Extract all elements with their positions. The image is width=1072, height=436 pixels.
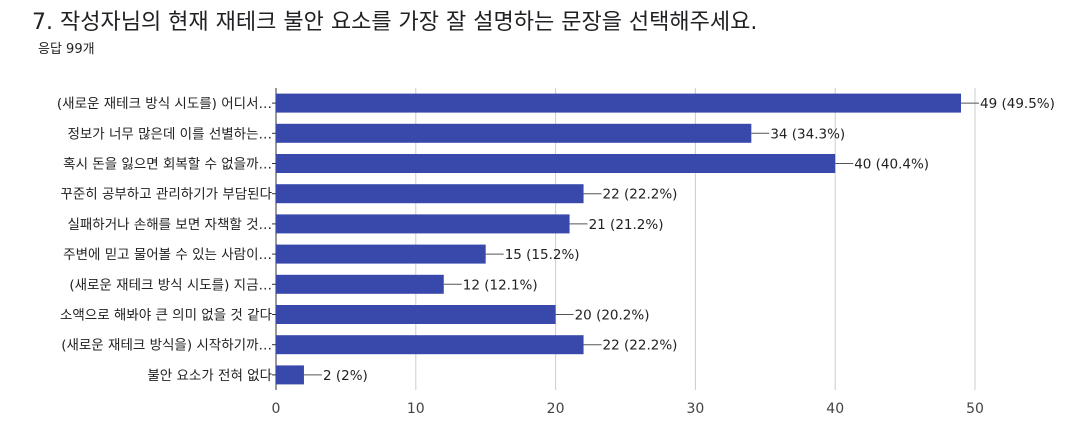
bar-1 [276,123,752,143]
bar-3 [276,184,584,204]
value-label-3: 22 (22.2%) [603,187,678,203]
value-label-9: 2 (2%) [323,368,368,384]
x-tick-label-2: 20 [547,401,565,417]
value-label-1: 34 (34.3%) [770,126,845,142]
category-label-9: 불안 요소가 전혀 없다 [147,368,272,384]
value-label-6: 12 (12.1%) [463,277,538,293]
category-label-3: 꾸준히 공부하고 관리하기가 부담된다 [60,187,272,203]
value-label-0: 49 (49.5%) [980,96,1055,112]
value-label-7: 20 (20.2%) [575,308,650,324]
category-label-6: (새로운 재테크 방식 시도를) 지금… [69,277,272,293]
x-tick-label-4: 40 [826,401,844,417]
category-label-5: 주변에 믿고 물어볼 수 있는 사람이… [63,247,272,263]
bar-7 [276,305,556,324]
category-label-2: 혹시 돈을 잃으면 회복할 수 없을까… [63,157,272,173]
bar-9 [276,365,304,385]
bar-0 [276,93,962,113]
value-label-8: 22 (22.2%) [603,338,678,354]
value-label-2: 40 (40.4%) [854,157,929,173]
bar-5 [276,244,486,264]
category-label-7: 소액으로 해봐야 큰 의미 없을 것 같다 [60,308,273,324]
bar-4 [276,214,570,234]
x-tick-label-1: 10 [407,401,425,417]
category-label-8: (새로운 재테크 방식을) 시작하기까… [61,338,272,354]
bar-8 [276,335,584,355]
value-label-4: 21 (21.2%) [589,217,664,233]
category-label-0: (새로운 재테크 방식 시도를) 어디서… [57,96,272,112]
bar-6 [276,274,444,294]
question-title: 7. 작성자님의 현재 재테크 불안 요소를 가장 잘 설명하는 문장을 선택해… [32,10,758,35]
x-tick-label-3: 30 [686,401,704,417]
bar-2 [276,154,836,173]
value-label-5: 15 (15.2%) [505,247,580,263]
x-tick-label-0: 0 [272,401,281,417]
x-tick-label-5: 50 [966,401,984,417]
category-label-4: 실패하거나 손해를 보면 자책할 것… [67,217,272,233]
response-count: 응답 99개 [38,42,95,57]
category-label-1: 정보가 너무 많은데 이를 선별하는… [67,126,272,142]
